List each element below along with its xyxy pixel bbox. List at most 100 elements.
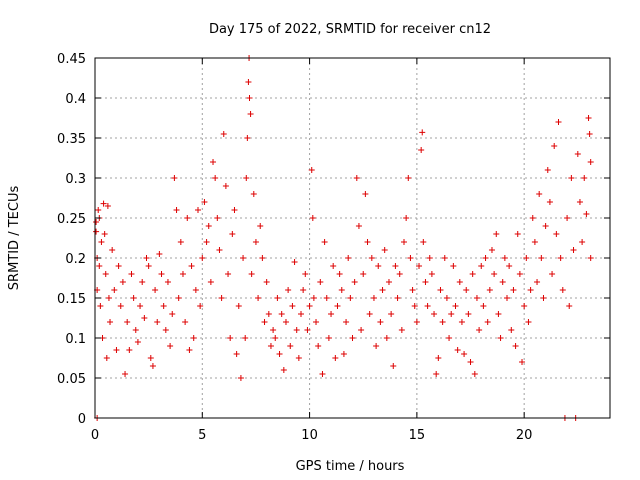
data-point bbox=[433, 371, 440, 377]
data-point bbox=[252, 239, 259, 245]
data-point bbox=[480, 303, 487, 309]
data-point bbox=[493, 231, 500, 237]
data-point bbox=[553, 231, 560, 237]
data-point bbox=[388, 311, 395, 317]
data-point bbox=[306, 303, 313, 309]
y-tick-label: 0.1 bbox=[65, 332, 86, 347]
data-point bbox=[482, 255, 489, 261]
data-point bbox=[117, 303, 124, 309]
data-point bbox=[411, 303, 418, 309]
data-point bbox=[525, 319, 532, 325]
data-point bbox=[559, 287, 566, 293]
y-tick-label: 0.25 bbox=[57, 212, 86, 227]
data-point bbox=[446, 335, 453, 341]
data-point bbox=[431, 311, 438, 317]
data-point bbox=[544, 167, 551, 173]
data-point bbox=[295, 355, 302, 361]
data-point bbox=[259, 255, 266, 261]
data-point bbox=[439, 319, 446, 325]
data-point bbox=[169, 311, 176, 317]
data-point bbox=[508, 327, 515, 333]
data-point bbox=[488, 247, 495, 253]
data-point bbox=[233, 351, 240, 357]
data-point bbox=[405, 175, 412, 181]
plot-frame bbox=[94, 57, 611, 419]
data-point bbox=[98, 239, 105, 245]
data-point bbox=[476, 327, 483, 333]
data-point bbox=[398, 327, 405, 333]
data-point bbox=[381, 247, 388, 253]
data-point bbox=[379, 287, 386, 293]
data-point bbox=[351, 279, 358, 285]
data-point bbox=[107, 319, 114, 325]
data-points bbox=[93, 55, 594, 421]
data-point bbox=[368, 255, 375, 261]
data-point bbox=[506, 263, 513, 269]
data-point bbox=[304, 327, 311, 333]
data-point bbox=[126, 347, 133, 353]
data-point bbox=[364, 239, 371, 245]
data-point bbox=[237, 375, 244, 381]
y-tick-label: 0.2 bbox=[65, 252, 86, 267]
data-point bbox=[450, 263, 457, 269]
y-tick-label: 0.35 bbox=[57, 132, 86, 147]
data-point bbox=[534, 279, 541, 285]
chart-title: Day 175 of 2022, SRMTID for receiver cn1… bbox=[209, 22, 491, 37]
data-point bbox=[227, 335, 234, 341]
data-point bbox=[557, 255, 564, 261]
data-point bbox=[484, 319, 491, 325]
data-point bbox=[113, 347, 120, 353]
data-point bbox=[154, 319, 161, 325]
data-point bbox=[245, 79, 252, 85]
data-point bbox=[156, 251, 163, 257]
data-point bbox=[95, 207, 102, 213]
data-point bbox=[93, 219, 100, 225]
data-point bbox=[171, 175, 178, 181]
data-point bbox=[216, 247, 223, 253]
data-point bbox=[323, 295, 330, 301]
data-point bbox=[546, 199, 553, 205]
data-point bbox=[392, 263, 399, 269]
data-point bbox=[261, 319, 268, 325]
data-point bbox=[225, 271, 232, 277]
data-point bbox=[100, 200, 107, 207]
data-point bbox=[111, 287, 118, 293]
data-point bbox=[141, 315, 148, 321]
data-point bbox=[300, 287, 307, 293]
data-point bbox=[175, 295, 182, 301]
data-point bbox=[177, 239, 184, 245]
x-tick-label: 0 bbox=[91, 428, 99, 443]
y-tick-label: 0.15 bbox=[57, 292, 86, 307]
data-point bbox=[247, 111, 254, 117]
data-point bbox=[210, 159, 217, 165]
data-point bbox=[203, 239, 210, 245]
data-point bbox=[338, 287, 345, 293]
data-point bbox=[222, 183, 229, 189]
data-point bbox=[458, 319, 465, 325]
data-point bbox=[105, 295, 112, 301]
y-tick-label: 0.05 bbox=[57, 372, 86, 387]
data-point bbox=[419, 129, 426, 136]
data-point bbox=[564, 215, 571, 221]
data-point bbox=[291, 259, 298, 265]
data-point bbox=[426, 255, 433, 261]
x-axis-label: GPS time / hours bbox=[296, 459, 405, 474]
data-point bbox=[570, 247, 577, 253]
data-point bbox=[390, 363, 397, 369]
data-point bbox=[473, 295, 480, 301]
data-point bbox=[549, 271, 556, 277]
data-point bbox=[152, 287, 159, 293]
data-point bbox=[197, 303, 204, 309]
data-point bbox=[124, 319, 131, 325]
data-point bbox=[587, 255, 594, 261]
data-point bbox=[274, 295, 281, 301]
data-point bbox=[128, 271, 135, 277]
data-point bbox=[115, 263, 122, 269]
data-point bbox=[282, 319, 289, 325]
data-point bbox=[504, 295, 510, 301]
data-point bbox=[147, 355, 154, 361]
data-point bbox=[315, 343, 322, 349]
data-point bbox=[566, 303, 573, 309]
data-point bbox=[102, 271, 109, 277]
data-point bbox=[293, 327, 300, 333]
